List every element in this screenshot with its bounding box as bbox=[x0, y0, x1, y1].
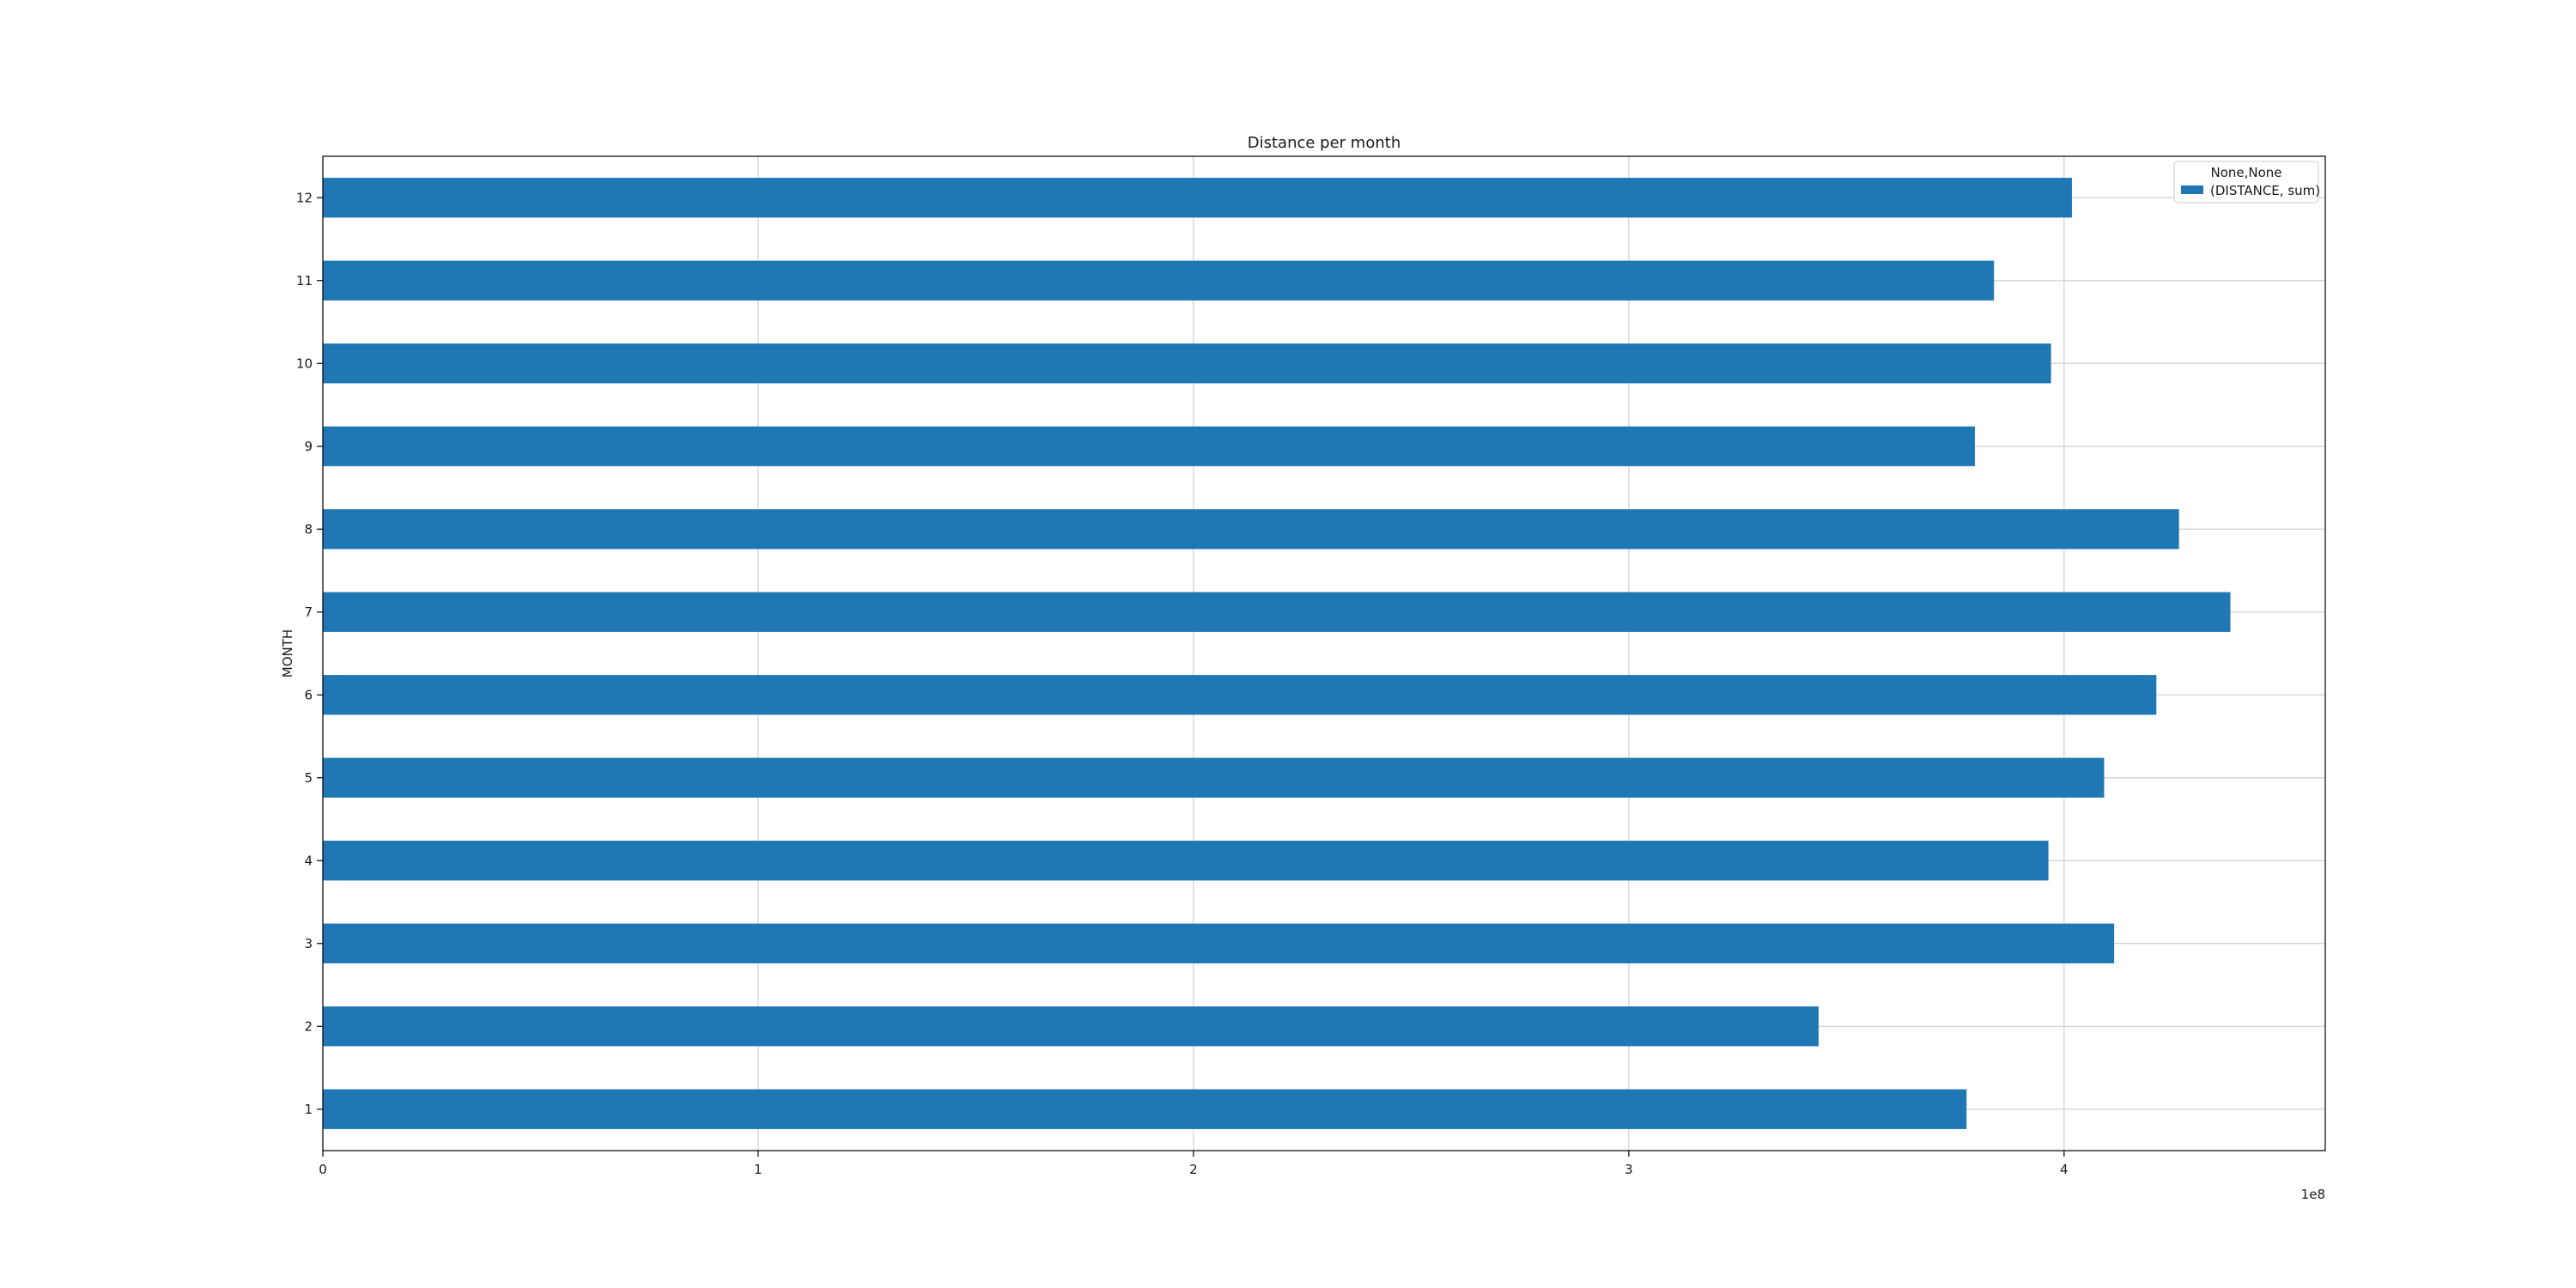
y-tick-label: 9 bbox=[304, 439, 313, 454]
bar bbox=[323, 509, 2179, 550]
y-tick-label: 8 bbox=[304, 521, 313, 537]
x-tick-label: 0 bbox=[319, 1162, 327, 1177]
bar bbox=[323, 260, 1995, 301]
x-tick-label: 3 bbox=[1625, 1162, 1633, 1177]
bar bbox=[323, 1089, 1967, 1129]
y-tick-label: 4 bbox=[304, 853, 313, 868]
bar bbox=[323, 675, 2157, 715]
legend: None,None (DISTANCE, sum) bbox=[2173, 161, 2320, 204]
legend-title: None,None bbox=[2210, 165, 2281, 180]
bar bbox=[323, 178, 2072, 218]
bar bbox=[323, 757, 2105, 798]
y-axis-label: MONTH bbox=[280, 629, 295, 677]
plot-frame bbox=[322, 155, 2326, 1151]
x-tick-label: 1 bbox=[754, 1162, 762, 1177]
y-tick-label: 11 bbox=[296, 273, 313, 289]
y-tick-label: 6 bbox=[304, 687, 313, 702]
y-tick-label: 2 bbox=[304, 1018, 313, 1034]
y-tick-label: 10 bbox=[296, 355, 313, 371]
bar bbox=[323, 343, 2051, 384]
y-tick-label: 5 bbox=[304, 770, 313, 786]
legend-box bbox=[2173, 161, 2319, 204]
x-tick-label: 2 bbox=[1189, 1162, 1198, 1177]
bar bbox=[323, 841, 2049, 881]
legend-entry: (DISTANCE, sum) bbox=[2210, 183, 2320, 198]
y-tick-label: 7 bbox=[304, 605, 313, 620]
y-tick-label: 1 bbox=[304, 1102, 313, 1117]
y-tick-label: 3 bbox=[304, 936, 313, 951]
bar bbox=[323, 426, 1975, 466]
legend-swatch bbox=[2181, 185, 2203, 194]
x-tick-label: 4 bbox=[2060, 1162, 2069, 1177]
x-axis-offset-label: 1e8 bbox=[2301, 1187, 2325, 1202]
grid-lines bbox=[322, 156, 2325, 1151]
bar bbox=[323, 923, 2115, 963]
y-tick-label: 12 bbox=[296, 190, 313, 205]
bar bbox=[323, 1006, 1819, 1047]
bar bbox=[323, 592, 2231, 632]
chart-title: Distance per month bbox=[1248, 134, 1400, 152]
bars bbox=[323, 178, 2231, 1129]
